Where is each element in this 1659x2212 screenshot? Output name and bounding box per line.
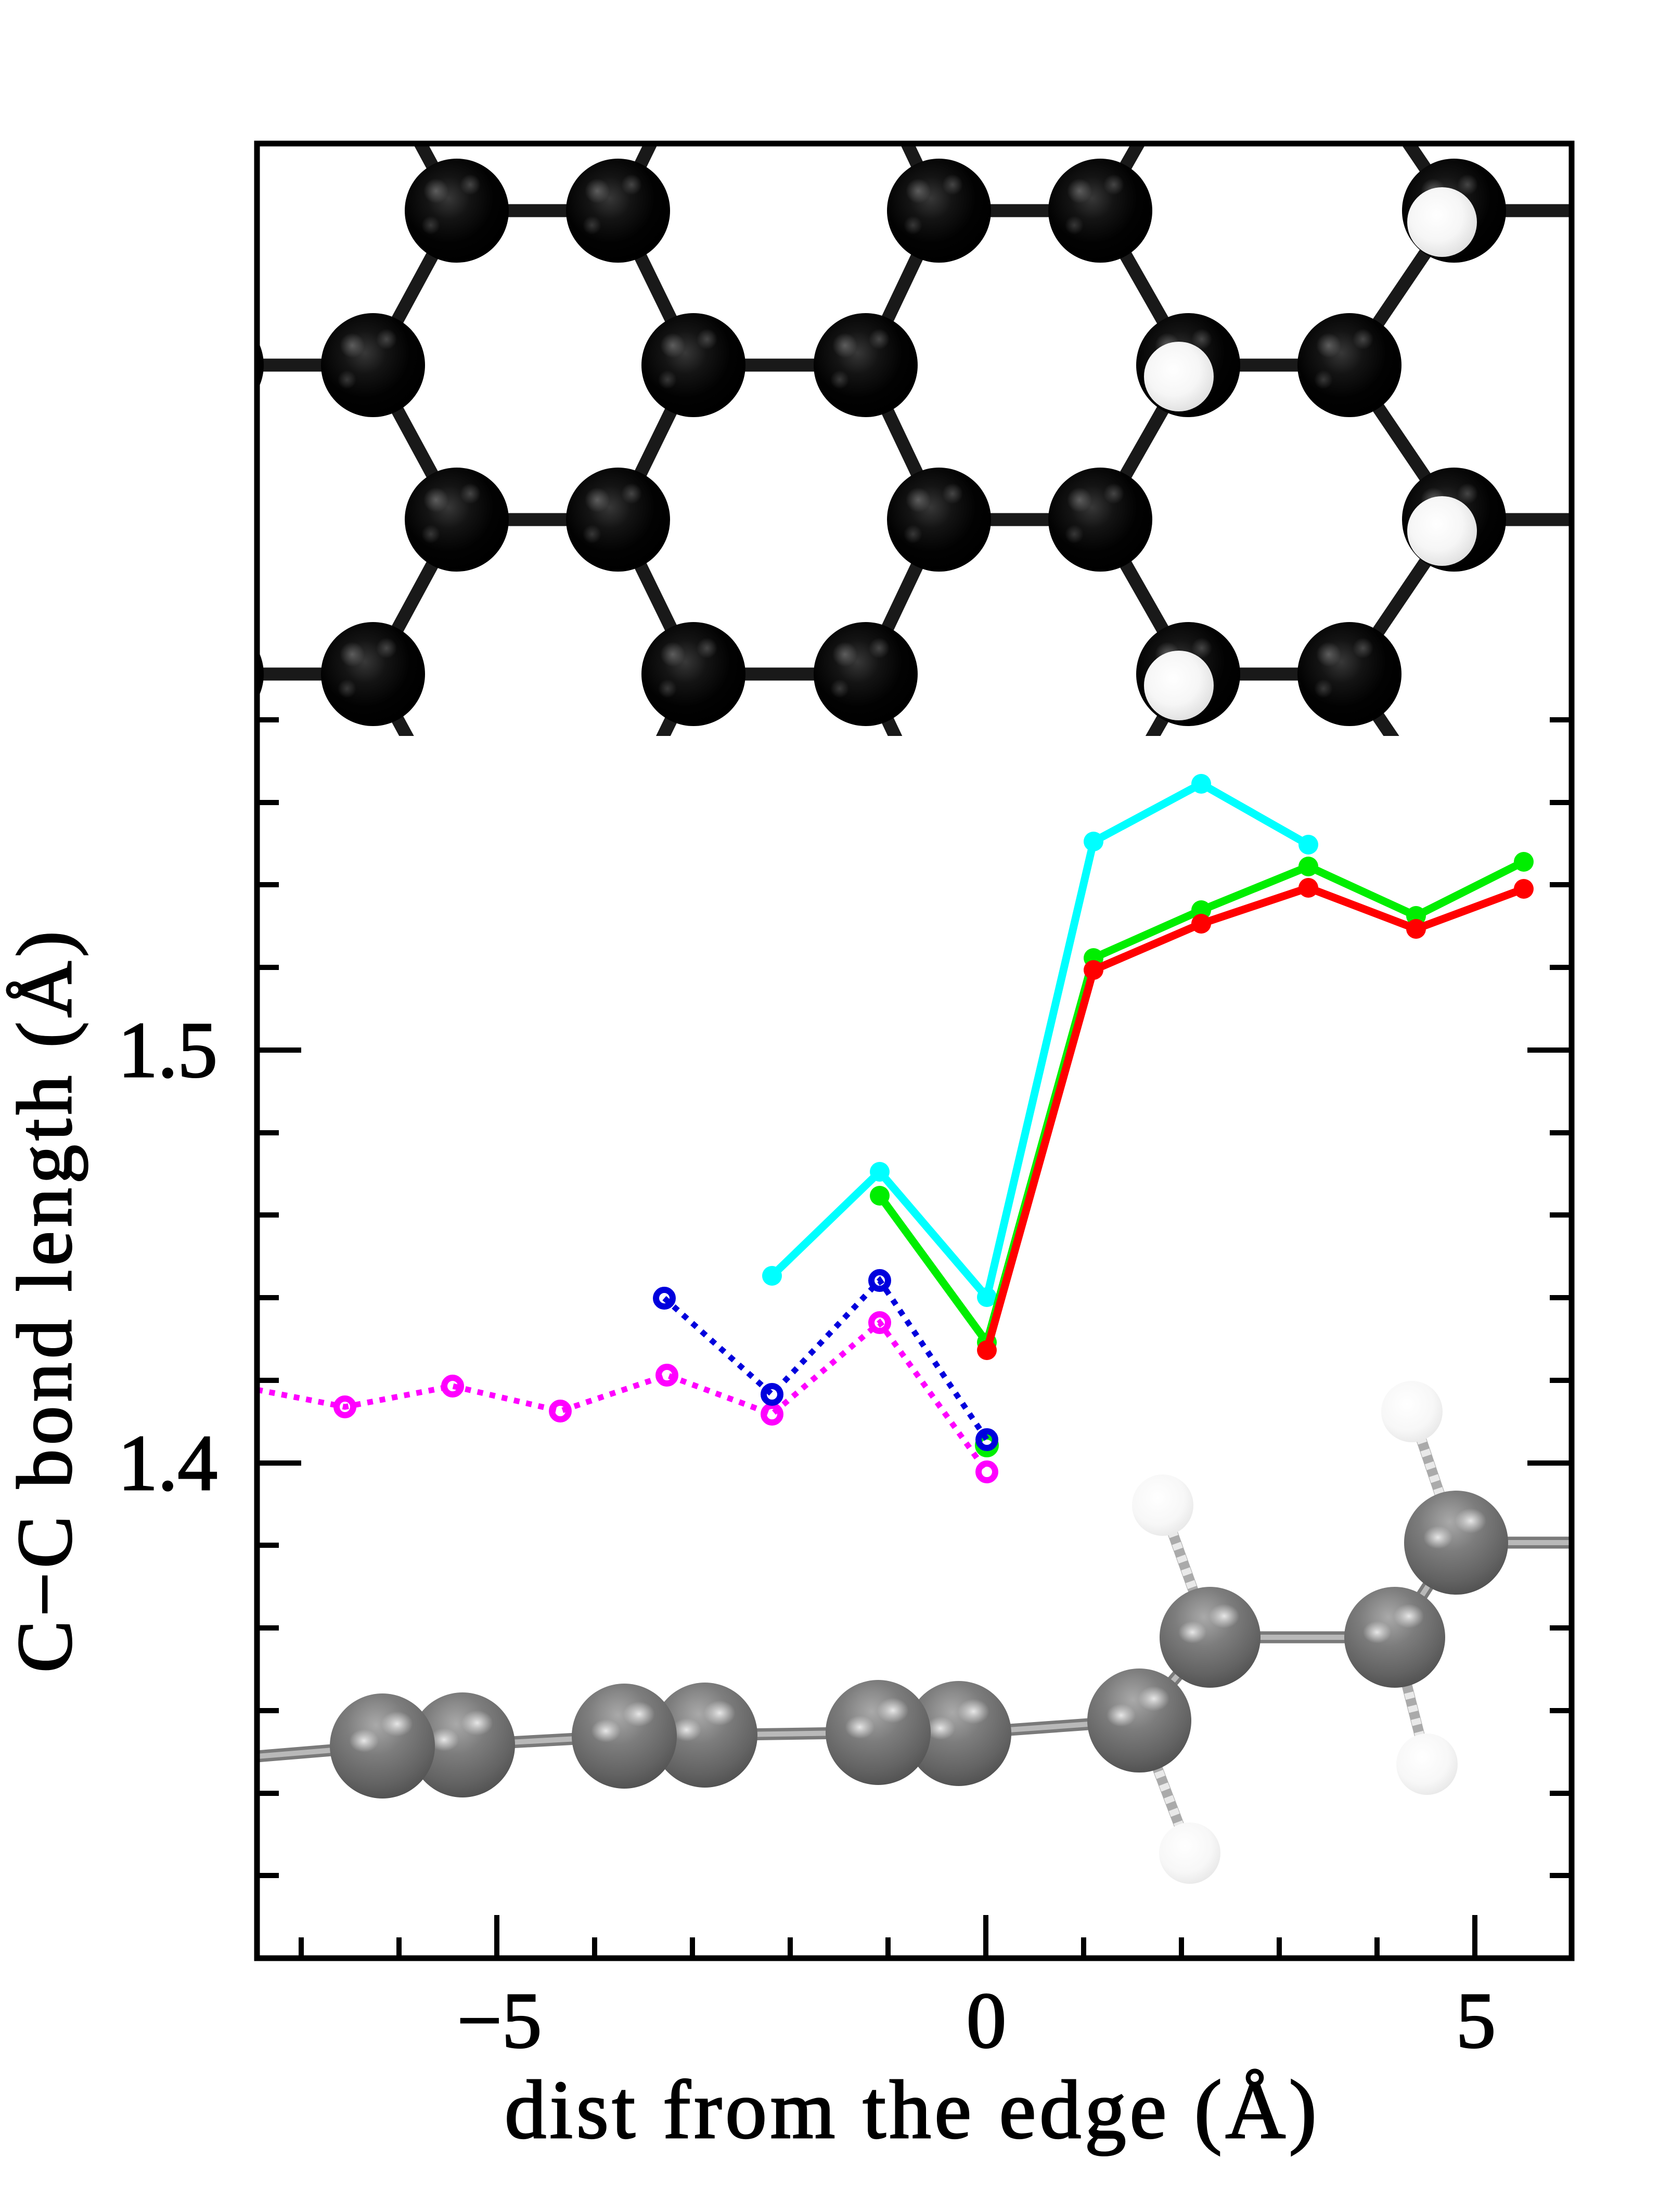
svg-text:dist from the edge (Å): dist from the edge (Å): [505, 2063, 1317, 2156]
svg-text:1.4: 1.4: [118, 1419, 217, 1507]
svg-text:0: 0: [967, 1977, 1007, 2065]
svg-text:1.5: 1.5: [118, 1006, 217, 1094]
svg-text:C−C bond length (Å): C−C bond length (Å): [2, 931, 88, 1673]
svg-text:−5: −5: [457, 1977, 542, 2065]
svg-text:5: 5: [1456, 1977, 1496, 2065]
